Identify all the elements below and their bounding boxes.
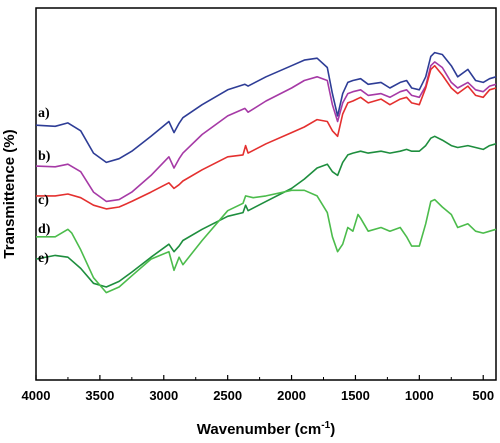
x-axis-title: Wavenumber (cm-1) [197, 420, 335, 438]
series-label-b: b) [38, 149, 51, 164]
series-label-c: c) [38, 193, 49, 208]
series-line-d [35, 135, 497, 288]
series-line-c [36, 64, 497, 210]
x-tick-label: 3000 [149, 388, 178, 403]
series-labels: a) b) c) d) e) [38, 106, 51, 266]
x-tick-label: 1000 [405, 388, 434, 403]
series-line-a [35, 51, 497, 164]
series-line-e [36, 189, 497, 294]
series-label-a: a) [38, 106, 50, 121]
x-tick-label: 3500 [85, 388, 114, 403]
x-tick-label: 2500 [213, 388, 242, 403]
plot-frame [35, 7, 497, 381]
x-tick-label: 2000 [277, 388, 306, 403]
series-lines [35, 51, 497, 294]
series-line-b [35, 61, 497, 203]
x-tick-label: 4000 [22, 388, 51, 403]
y-axis-title: Transmittence (%) [1, 129, 18, 258]
x-tick-label: 500 [472, 388, 494, 403]
x-tick-label: 1500 [341, 388, 370, 403]
x-axis-ticks: 4000 3500 3000 2500 2000 1500 1000 500 [22, 375, 494, 403]
series-label-e: e) [38, 251, 49, 266]
series-label-d: d) [38, 222, 51, 237]
